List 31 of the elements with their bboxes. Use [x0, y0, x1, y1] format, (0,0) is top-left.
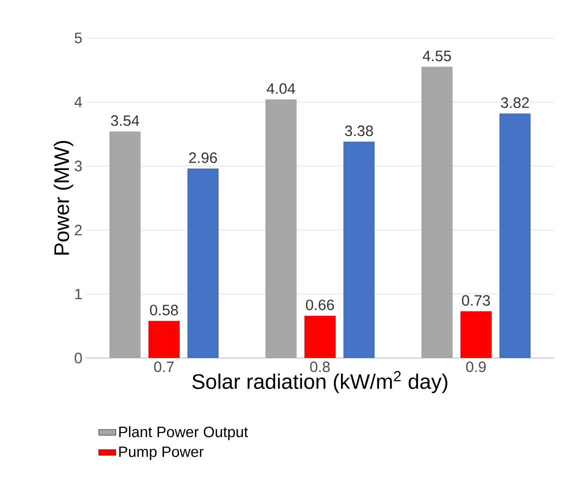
bar — [304, 316, 336, 358]
y-tick-label: 0 — [74, 352, 82, 364]
x-tick-label: 0.7 — [154, 362, 174, 372]
bar — [421, 66, 453, 358]
data-label: 2.96 — [189, 152, 217, 164]
bar — [499, 114, 531, 358]
y-tick-label: 3 — [74, 160, 82, 172]
data-label: 0.58 — [150, 304, 178, 316]
y-tick-label: 5 — [74, 32, 82, 44]
x-axis-title: Solar radiation (kW/m$^{2}$ day) — [192, 371, 448, 394]
y-tick-label: 2 — [74, 224, 82, 236]
bar — [187, 168, 219, 358]
legend-label: Plant Power Output — [119, 426, 248, 440]
y-tick-label: 4 — [74, 96, 82, 108]
data-label: 4.55 — [422, 50, 451, 62]
data-label: 3.54 — [110, 115, 140, 126]
bar — [148, 320, 180, 358]
x-tick-label: 0.9 — [466, 362, 486, 372]
x-tick-label: 0.8 — [310, 362, 330, 372]
y-tick-label: 1 — [75, 288, 82, 300]
data-label: 3.38 — [344, 126, 373, 136]
data-label: 0.73 — [462, 295, 490, 306]
data-label: 4.04 — [266, 83, 296, 94]
data-label: 0.66 — [306, 300, 334, 310]
y-axis-title: Power (MW) — [54, 140, 74, 255]
bar — [460, 311, 492, 358]
bar — [343, 142, 375, 358]
bar — [265, 99, 297, 358]
legend-label: Pump Power — [119, 446, 204, 460]
bar — [109, 131, 141, 358]
data-label: 3.82 — [500, 97, 529, 108]
